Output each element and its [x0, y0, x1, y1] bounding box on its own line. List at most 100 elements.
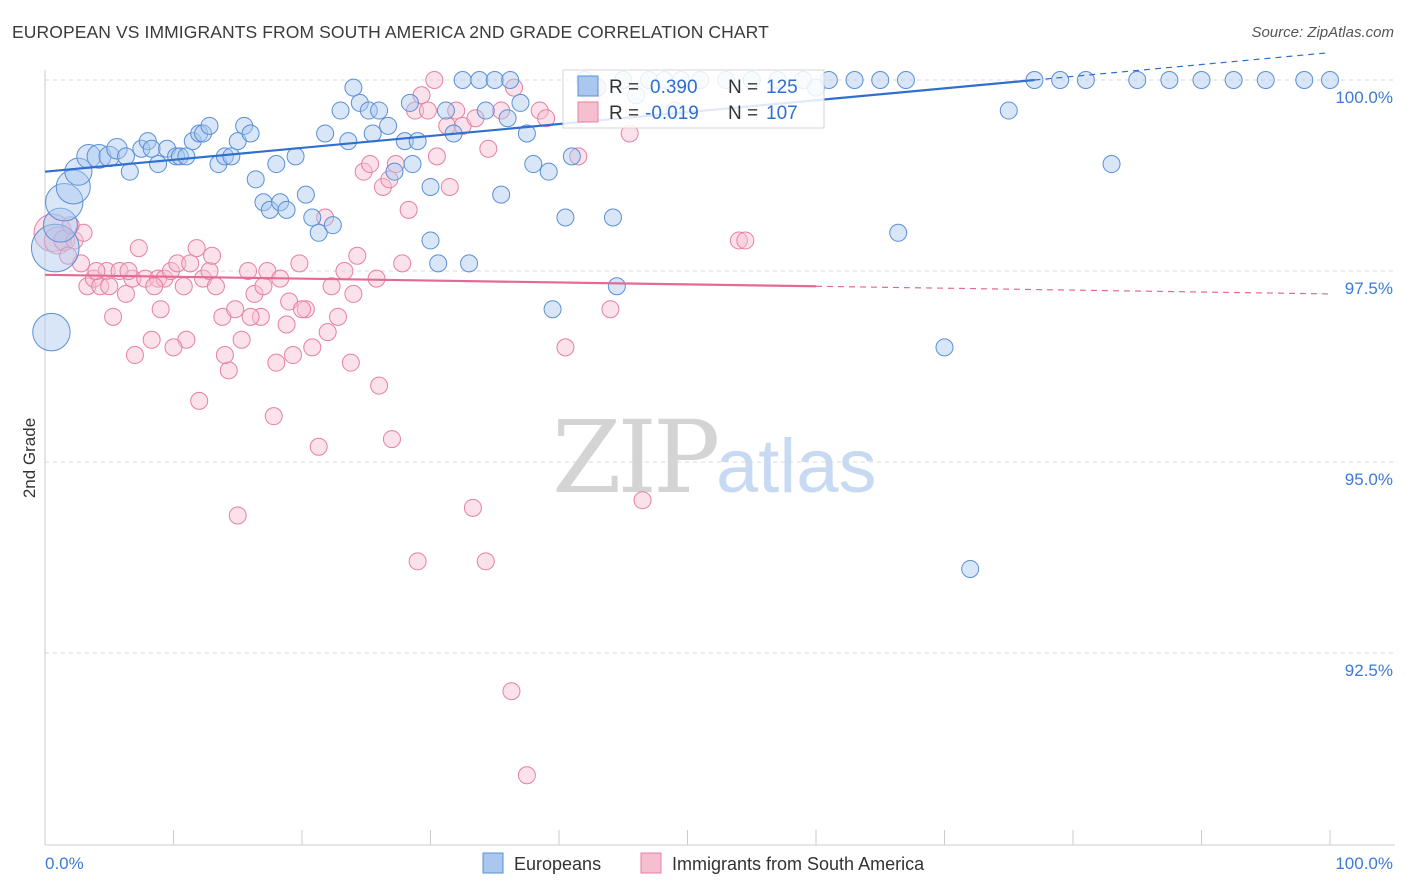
stats-r-label-europeans: R =: [609, 77, 639, 98]
europeans-point: [501, 71, 520, 89]
stats-r-label-immigrants: R =: [609, 103, 639, 124]
immigrants-point: [239, 262, 258, 280]
immigrants-point: [241, 307, 260, 326]
immigrants-point: [200, 262, 219, 280]
europeans-point: [400, 93, 419, 112]
europeans-point: [492, 185, 511, 204]
europeans-point: [1256, 71, 1275, 89]
europeans-point: [194, 124, 213, 143]
y-axis-title: 2nd Grade: [20, 418, 39, 498]
europeans-point: [498, 109, 517, 128]
immigrants-point: [267, 353, 286, 372]
europeans-point: [303, 208, 322, 227]
europeans-point: [344, 78, 363, 97]
europeans-point: [607, 277, 626, 296]
europeans-point: [316, 124, 335, 143]
immigrants-point: [399, 200, 418, 219]
europeans-point: [32, 312, 71, 352]
immigrants-point: [341, 353, 360, 372]
europeans-point: [476, 101, 495, 120]
immigrants-point: [530, 101, 549, 120]
immigrants-point: [116, 284, 135, 303]
immigrants-point: [284, 346, 303, 365]
europeans-point: [408, 132, 427, 151]
legend-label-europeans: Europeans: [514, 854, 601, 874]
immigrants-point: [633, 491, 652, 510]
immigrants-point: [264, 407, 283, 426]
stats-swatch-immigrants: [577, 101, 599, 123]
immigrants-point: [408, 552, 427, 571]
legend-item-europeans[interactable]: Europeans: [482, 852, 601, 874]
europeans-trend-line: [44, 78, 1035, 173]
europeans-point: [539, 162, 558, 181]
immigrants-point: [322, 277, 341, 296]
immigrants-point: [228, 506, 247, 525]
immigrants-point: [418, 101, 437, 120]
immigrants-point: [206, 277, 225, 296]
immigrants-point: [277, 315, 296, 334]
immigrants-point: [328, 307, 347, 326]
immigrants-point: [161, 262, 180, 280]
europeans-point: [524, 155, 543, 174]
europeans-point: [889, 223, 908, 242]
immigrants-point: [537, 109, 556, 128]
europeans-point: [562, 147, 581, 166]
immigrants-point: [393, 254, 412, 273]
immigrants-point: [59, 246, 78, 265]
europeans-point: [363, 124, 382, 143]
europeans-point: [1321, 71, 1339, 89]
immigrants-point: [601, 300, 620, 319]
chart-title: EUROPEAN VS IMMIGRANTS FROM SOUTH AMERIC…: [12, 22, 769, 42]
watermark: ZIP atlas: [552, 399, 877, 516]
europeans-point: [277, 200, 296, 219]
europeans-point: [485, 71, 504, 89]
europeans-point: [896, 71, 915, 89]
legend-swatch-europeans: [482, 852, 504, 874]
immigrants-point: [168, 254, 187, 273]
europeans-point: [429, 254, 448, 273]
europeans-point: [385, 162, 404, 181]
immigrants-point: [181, 254, 200, 273]
europeans-point: [183, 132, 202, 151]
immigrants-point: [203, 246, 222, 265]
europeans-point: [30, 223, 80, 273]
immigrants-point: [303, 338, 322, 357]
europeans-point: [961, 559, 980, 578]
europeans-point: [517, 124, 536, 143]
europeans-point: [1076, 71, 1095, 89]
europeans-point: [370, 101, 389, 120]
legend-swatch-immigrants: [640, 852, 662, 874]
europeans-point: [359, 101, 378, 120]
europeans-point: [1128, 71, 1147, 89]
europeans-point: [190, 124, 209, 143]
europeans-point: [470, 71, 489, 89]
europeans-point: [999, 101, 1018, 120]
immigrants-point: [78, 277, 97, 296]
europeans-point: [241, 124, 260, 143]
europeans-point: [436, 101, 455, 120]
europeans-point: [350, 93, 369, 112]
immigrants-point: [502, 682, 521, 701]
europeans-point: [64, 157, 93, 186]
europeans-point: [1224, 71, 1243, 89]
europeans-point: [271, 193, 290, 212]
immigrants-point: [344, 284, 363, 303]
europeans-point: [543, 300, 562, 319]
y-tick-label: 97.5%: [1345, 279, 1393, 298]
europeans-point: [556, 208, 575, 227]
europeans-point: [460, 254, 479, 273]
stats-n-immigrants: 107: [766, 103, 798, 124]
stats-r-immigrants: -0.019: [645, 103, 699, 124]
source-note: Source: ZipAtlas.com: [1251, 24, 1394, 41]
immigrants-point: [382, 430, 401, 449]
legend-item-immigrants[interactable]: Immigrants from South America: [640, 852, 925, 874]
europeans-point: [323, 216, 342, 235]
immigrants-point: [100, 277, 119, 296]
europeans-point: [116, 147, 135, 166]
europeans-point: [871, 71, 890, 89]
europeans-point: [106, 138, 128, 160]
europeans-point: [286, 147, 305, 166]
y-tick-label: 100.0%: [1335, 88, 1393, 107]
